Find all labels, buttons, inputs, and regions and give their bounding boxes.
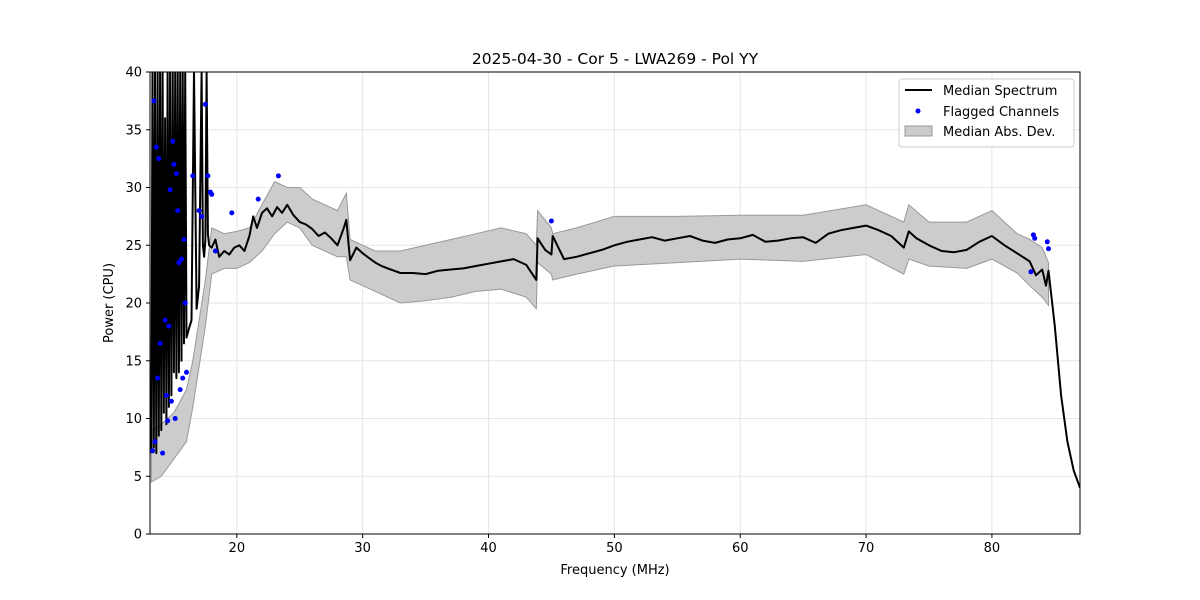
x-axis-ticks: 20 30 40 50 60 70 80 [229, 534, 1001, 556]
y-tick-label: 15 [125, 354, 142, 369]
legend-label-flagged: Flagged Channels [943, 105, 1059, 120]
flagged-point [150, 448, 155, 454]
x-tick-label: 30 [354, 541, 371, 556]
flagged-point [212, 248, 218, 254]
flagged-point [1028, 269, 1034, 275]
flagged-point [184, 369, 189, 375]
flagged-point [181, 237, 187, 242]
legend-box [898, 78, 1075, 148]
flagged-point [255, 196, 261, 202]
flagged-point [165, 418, 171, 424]
flagged-point [173, 171, 179, 177]
legend-label-mad: Median Abs. Dev. [943, 125, 1055, 140]
flagged-point [205, 173, 211, 179]
flagged-point [209, 191, 215, 197]
flagged-point [157, 340, 163, 346]
flagged-point [1032, 235, 1038, 241]
flagged-point [199, 213, 205, 219]
y-tick-label: 10 [125, 412, 142, 427]
flagged-point [152, 439, 158, 445]
y-tick-label: 5 [134, 470, 142, 485]
flagged-point [167, 187, 173, 193]
flagged-point [179, 256, 184, 262]
x-axis-label: Frequency (MHz) [560, 563, 669, 578]
legend-label-median: Median Spectrum [943, 84, 1057, 99]
y-tick-label: 40 [125, 66, 142, 81]
flagged-point [170, 138, 176, 144]
flagged-point [548, 218, 554, 224]
y-tick-label: 35 [125, 123, 142, 138]
flagged-point [190, 173, 196, 179]
flagged-point [156, 156, 162, 162]
mad-band [150, 181, 1049, 483]
x-tick-label: 80 [984, 541, 1001, 556]
x-tick-label: 70 [858, 541, 875, 556]
flagged-point [153, 144, 159, 150]
flagged-point [166, 323, 172, 329]
y-tick-label: 20 [125, 297, 142, 312]
chart-title: 2025-04-30 - Cor 5 - LWA269 - Pol YY [472, 50, 759, 68]
x-tick-label: 40 [480, 541, 497, 556]
flagged-points-layer [150, 98, 1051, 456]
y-axis-label: Power (CPU) [102, 263, 117, 343]
flagged-point [196, 208, 202, 214]
legend: Median Spectrum Flagged Channels Median … [898, 78, 1075, 148]
flagged-point [168, 398, 174, 404]
mad-band-layer [150, 181, 1049, 483]
y-axis-ticks: 0 5 10 15 20 25 30 35 40 [125, 66, 150, 543]
y-tick-label: 25 [125, 239, 142, 254]
flagged-point [163, 392, 169, 398]
flagged-point [275, 173, 281, 179]
flagged-point [171, 161, 177, 167]
median-line-layer [150, 72, 1080, 489]
median-spectrum-line [150, 72, 1080, 489]
flagged-point [151, 98, 157, 104]
flagged-point [160, 450, 166, 456]
y-tick-label: 0 [134, 528, 142, 543]
flagged-point [176, 260, 182, 266]
x-tick-label: 50 [606, 541, 623, 556]
flagged-point [182, 300, 188, 306]
x-tick-label: 20 [229, 541, 246, 556]
flagged-point [202, 101, 208, 107]
flagged-point [175, 208, 181, 214]
flagged-point [162, 317, 168, 323]
x-tick-label: 60 [732, 541, 749, 556]
flagged-point [180, 375, 186, 381]
flagged-point [229, 210, 235, 216]
y-tick-label: 30 [125, 181, 142, 196]
flagged-point [177, 387, 183, 393]
flagged-point [155, 375, 161, 381]
legend-dot-swatch [915, 108, 921, 114]
flagged-point [172, 416, 178, 421]
flagged-point [1046, 246, 1051, 252]
legend-band-swatch [904, 125, 933, 137]
flagged-point [1044, 239, 1050, 245]
